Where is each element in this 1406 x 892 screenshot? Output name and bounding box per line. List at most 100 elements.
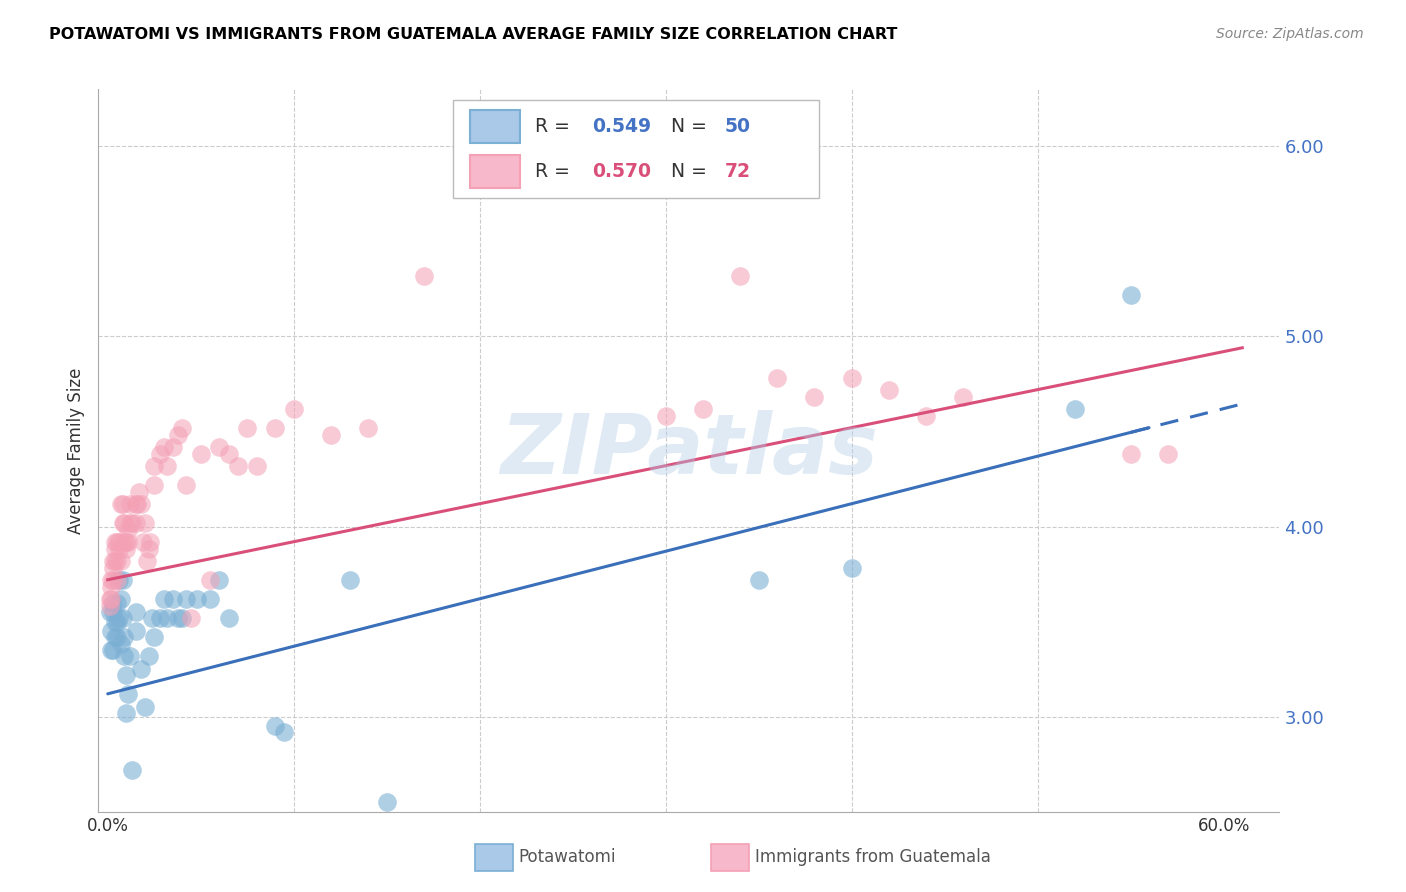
Point [114, 648, 136, 663]
Point [134, 516, 156, 530]
Point [149, 611, 172, 625]
Point [273, 724, 295, 739]
Point [108, 611, 131, 625]
Point [172, 420, 194, 434]
Point [98, 591, 121, 606]
Point [118, 516, 141, 530]
Point [104, 630, 127, 644]
Point [124, 624, 146, 638]
Point [208, 440, 231, 454]
Point [108, 573, 131, 587]
Point [162, 591, 184, 606]
Point [264, 719, 287, 733]
Point [138, 648, 160, 663]
Point [167, 428, 190, 442]
Point [245, 458, 267, 473]
Point [105, 554, 128, 568]
Point [105, 615, 128, 629]
Point [115, 534, 138, 549]
Point [100, 573, 122, 587]
Point [108, 534, 131, 549]
Point [105, 573, 128, 587]
Point [1119, 447, 1142, 461]
Point [339, 573, 361, 587]
Point [103, 573, 125, 587]
Text: POTAWATOMI VS IMMIGRANTS FROM GUATEMALA AVERAGE FAMILY SIZE CORRELATION CHART: POTAWATOMI VS IMMIGRANTS FROM GUATEMALA … [49, 27, 897, 42]
Point [98, 605, 121, 619]
Point [104, 542, 127, 557]
FancyBboxPatch shape [471, 155, 520, 188]
Point [110, 497, 132, 511]
Point [110, 637, 132, 651]
Text: N =: N = [671, 161, 713, 181]
Point [129, 497, 152, 511]
Point [118, 497, 141, 511]
Point [105, 534, 128, 549]
Point [105, 596, 128, 610]
Point [115, 542, 138, 557]
Text: 50: 50 [724, 117, 751, 136]
FancyBboxPatch shape [453, 100, 818, 198]
Point [748, 573, 770, 587]
Point [167, 611, 190, 625]
Point [121, 516, 143, 530]
Point [1157, 447, 1180, 461]
Point [104, 534, 127, 549]
Point [226, 458, 249, 473]
Point [156, 458, 179, 473]
Point [143, 477, 166, 491]
Point [124, 516, 146, 530]
Text: 0.549: 0.549 [592, 117, 651, 136]
Point [103, 561, 125, 575]
Point [264, 420, 287, 434]
Point [98, 599, 121, 614]
Point [110, 554, 132, 568]
Point [198, 591, 221, 606]
Point [111, 573, 134, 587]
Point [1063, 401, 1085, 416]
Text: Immigrants from Guatemala: Immigrants from Guatemala [755, 848, 991, 866]
Point [841, 371, 863, 385]
Point [105, 630, 128, 644]
Text: N =: N = [671, 117, 713, 136]
Point [218, 611, 240, 625]
Point [128, 485, 150, 500]
Text: ZIPatlas: ZIPatlas [501, 410, 877, 491]
FancyBboxPatch shape [471, 110, 520, 143]
Point [114, 534, 136, 549]
Point [152, 440, 174, 454]
Point [198, 573, 221, 587]
Point [174, 477, 197, 491]
Text: 72: 72 [724, 161, 751, 181]
Point [100, 580, 122, 594]
Point [375, 795, 398, 809]
Point [728, 268, 751, 283]
Point [104, 554, 127, 568]
Point [100, 591, 122, 606]
Point [766, 371, 789, 385]
Point [152, 591, 174, 606]
Point [129, 662, 152, 676]
Point [114, 630, 136, 644]
Point [117, 534, 139, 549]
Point [124, 605, 146, 619]
Point [124, 497, 146, 511]
Point [139, 534, 162, 549]
Point [127, 497, 149, 511]
Text: R =: R = [536, 117, 576, 136]
Point [103, 643, 125, 657]
Point [156, 611, 179, 625]
Point [121, 763, 143, 777]
Point [180, 611, 202, 625]
Point [1119, 287, 1142, 301]
Point [654, 409, 676, 424]
Point [103, 605, 125, 619]
Point [319, 428, 342, 442]
Point [118, 648, 141, 663]
Text: Potawatomi: Potawatomi [519, 848, 616, 866]
Point [357, 420, 380, 434]
Point [803, 390, 825, 404]
Point [149, 447, 172, 461]
Y-axis label: Average Family Size: Average Family Size [66, 368, 84, 533]
Point [108, 542, 131, 557]
